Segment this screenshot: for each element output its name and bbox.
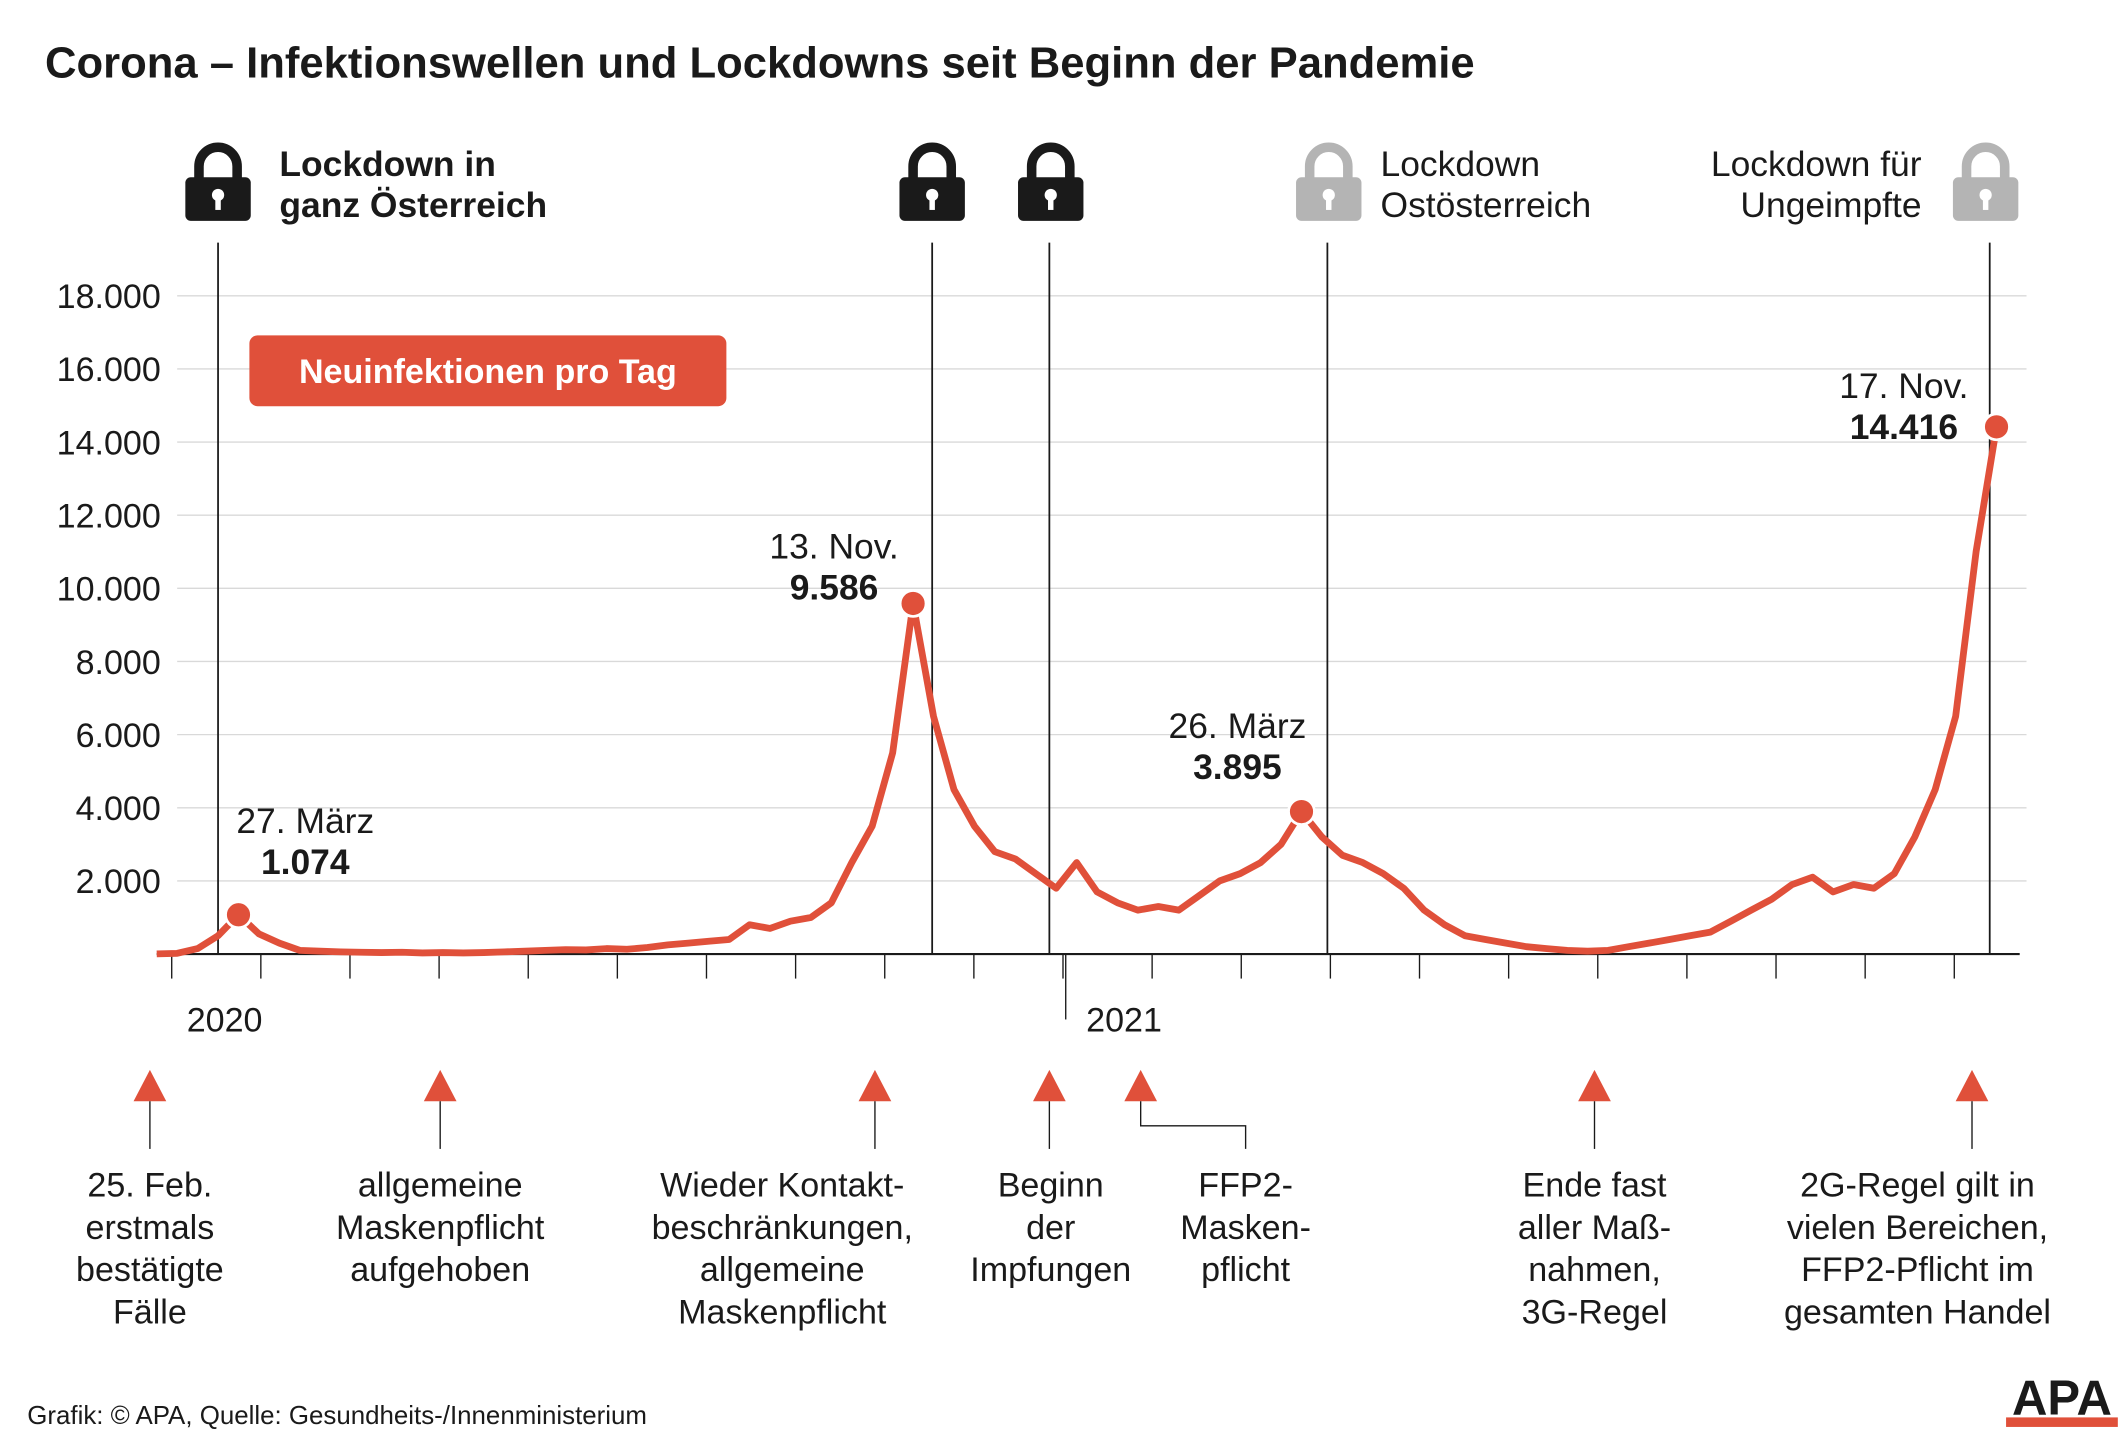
event-arrow (1578, 1069, 1611, 1102)
event-label: aufgehoben (350, 1251, 530, 1289)
lock-icon (1952, 142, 2019, 221)
lock-icon (1018, 142, 1084, 221)
lockdown-label: Ostösterreich (1381, 185, 1592, 225)
lock-keyhole-slot (1326, 196, 1332, 210)
legend-label: Neuinfektionen pro Tag (299, 353, 677, 391)
event-label: Wieder Kontakt- (660, 1167, 904, 1205)
event-label: der (1026, 1209, 1075, 1247)
peak-date: 26. März (1169, 706, 1307, 746)
event-arrow (1124, 1069, 1158, 1102)
peak-date: 13. Nov. (769, 527, 898, 567)
event-arrow (858, 1069, 892, 1102)
lockdown-label: Lockdown für (1711, 144, 1922, 184)
lock-keyhole (1322, 188, 1335, 202)
event-label: 2G-Regel gilt in (1800, 1167, 2035, 1205)
y-tick-label: 18.000 (57, 278, 161, 316)
event-label: Maskenpflicht (336, 1209, 545, 1247)
event-label: FFP2-Pflicht im (1801, 1251, 2034, 1289)
y-tick-label: 4.000 (76, 790, 161, 828)
event-arrow (1955, 1069, 1989, 1102)
event-label: erstmals (86, 1209, 215, 1247)
lockdown-label: Lockdown in (279, 144, 495, 184)
y-tick-label: 14.000 (57, 424, 161, 462)
event-label: Impfungen (970, 1251, 1131, 1289)
lock-shackle (1304, 142, 1353, 180)
event-label: pflicht (1201, 1251, 1291, 1289)
event-label: 25. Feb. (87, 1167, 212, 1205)
lock-shackle (1961, 142, 2010, 180)
data-line (156, 426, 2000, 958)
data-label: 1.074 (261, 842, 350, 882)
y-tick-label: 6.000 (76, 717, 161, 755)
peak-marker (1287, 797, 1316, 826)
lock-keyhole-slot (929, 196, 935, 210)
lock-keyhole (1044, 188, 1057, 202)
y-tick-label: 12.000 (57, 497, 161, 535)
peak-marker (898, 589, 928, 618)
y-tick-label: 2.000 (76, 863, 161, 901)
lock-icon (185, 142, 251, 221)
event-label: nahmen, (1528, 1251, 1661, 1289)
lockdown-label: Lockdown (1381, 144, 1541, 184)
x-tick-label: 2020 (187, 1002, 263, 1040)
event-label: Masken- (1180, 1209, 1311, 1247)
lock-shackle (194, 142, 242, 180)
y-tick-label: 16.000 (57, 351, 161, 389)
peak-marker (224, 900, 253, 930)
lock-keyhole-slot (1982, 196, 1989, 210)
data-label: 14.416 (1850, 407, 1958, 447)
event-label: aller Maß- (1518, 1209, 1671, 1247)
event-label: FFP2- (1198, 1167, 1293, 1205)
lock-keyhole (926, 188, 939, 202)
lock-icon (899, 142, 965, 221)
lock-keyhole (211, 188, 225, 202)
peak-marker (1982, 412, 2011, 442)
event-label: allgemeine (700, 1251, 865, 1289)
y-tick-label: 8.000 (76, 644, 161, 682)
event-arrow (1033, 1069, 1066, 1102)
event-stem (1139, 1101, 1247, 1149)
x-tick-label: 2021 (1086, 1002, 1162, 1040)
lock-shackle (1026, 142, 1075, 180)
event-arrow (423, 1069, 457, 1102)
legend-box (249, 335, 727, 407)
event-label: gesamten Handel (1784, 1293, 2051, 1331)
data-label: 9.586 (790, 567, 879, 607)
event-label: beschränkungen, (652, 1209, 913, 1247)
event-label: Beginn (998, 1167, 1104, 1205)
lockdown-label: Ungeimpfte (1740, 185, 1921, 225)
event-label: vielen Bereichen, (1787, 1209, 2048, 1247)
peak-date: 27. März (236, 801, 374, 841)
lock-keyhole (1979, 188, 1992, 202)
event-label: allgemeine (358, 1167, 523, 1205)
peak-date: 17. Nov. (1839, 366, 1968, 406)
source: Grafik: © APA, Quelle: Gesundheits-/Inne… (27, 1402, 647, 1430)
lock-keyhole-slot (1048, 196, 1054, 210)
logo-bar (2006, 1417, 2118, 1427)
lock-icon (1296, 142, 1362, 221)
event-arrow (133, 1069, 167, 1102)
logo-text: APA (2012, 1372, 2112, 1426)
chart-title: Corona – Infektionswellen und Lockdowns … (45, 40, 1475, 88)
lockdown-label: ganz Österreich (279, 185, 547, 225)
logo: APA (2006, 1372, 2118, 1427)
data-label: 3.895 (1193, 747, 1282, 787)
event-label: Fälle (113, 1293, 187, 1331)
event-label: Maskenpflicht (678, 1293, 887, 1331)
lock-keyhole-slot (215, 196, 221, 210)
event-label: 3G-Regel (1522, 1293, 1668, 1331)
event-label: Ende fast (1523, 1167, 1667, 1205)
lock-shackle (908, 142, 957, 180)
event-label: bestätigte (76, 1251, 224, 1289)
y-tick-label: 10.000 (57, 571, 161, 609)
